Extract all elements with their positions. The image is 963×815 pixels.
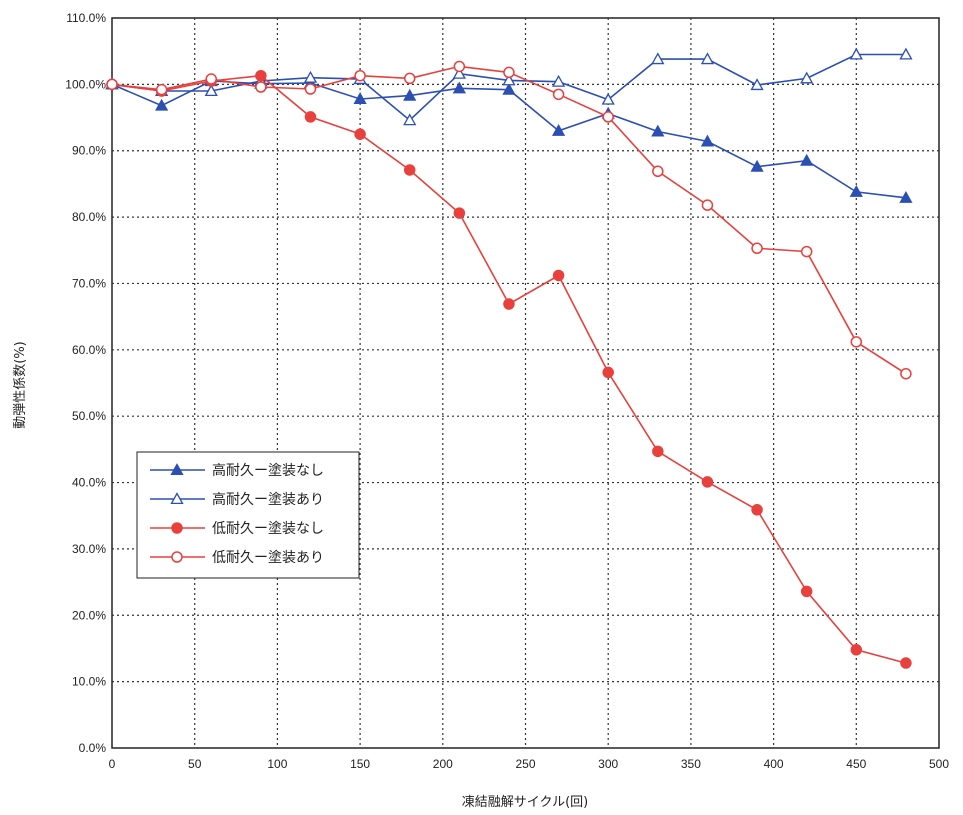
- data-point: [750, 78, 764, 91]
- legend-entry: 高耐久ー塗装あり: [212, 491, 324, 508]
- data-point: [155, 83, 168, 96]
- x-axis-title: 凍結融解サイクル(回): [462, 794, 589, 810]
- data-point: [205, 73, 217, 85]
- data-point: [452, 66, 466, 79]
- y-tick-label: 40.0%: [72, 476, 106, 490]
- data-point: [502, 82, 516, 95]
- data-point: [652, 445, 664, 458]
- legend-marker: [170, 492, 184, 505]
- data-point: [900, 367, 912, 380]
- data-point: [453, 207, 466, 219]
- y-tick-label: 20.0%: [72, 608, 106, 622]
- data-point: [502, 73, 516, 86]
- data-point: [452, 81, 466, 94]
- gridlines: [112, 18, 939, 748]
- x-tick-label: 300: [598, 757, 618, 771]
- x-tick-label: 450: [846, 757, 866, 771]
- legend-marker: [170, 463, 184, 476]
- x-tick-label: 100: [267, 757, 287, 771]
- x-tick-label: 200: [433, 757, 453, 771]
- x-tick-label: 500: [929, 757, 949, 771]
- data-point: [255, 69, 267, 82]
- data-point: [552, 269, 565, 282]
- y-tick-label: 0.0%: [79, 741, 107, 755]
- y-tick-label: 10.0%: [72, 675, 106, 689]
- data-point: [354, 128, 366, 140]
- data-point: [453, 60, 466, 73]
- y-tick-label: 100.0%: [65, 77, 106, 91]
- data-point: [304, 111, 317, 123]
- data-point: [255, 81, 267, 93]
- data-point: [303, 70, 318, 83]
- data-point: [551, 74, 566, 87]
- legend-marker: [171, 522, 183, 534]
- data-point: [651, 124, 665, 137]
- data-point: [800, 245, 813, 258]
- data-point: [899, 191, 913, 203]
- data-point: [900, 657, 912, 669]
- series-4: [106, 60, 912, 380]
- data-point: [403, 113, 417, 126]
- y-tick-label: 30.0%: [72, 542, 106, 556]
- data-point: [800, 153, 814, 166]
- legend-entry: 低耐久ー塗装あり: [212, 549, 324, 566]
- series-layer: [105, 47, 913, 669]
- data-point: [899, 47, 913, 60]
- data-point: [800, 585, 813, 598]
- data-point: [106, 78, 118, 91]
- x-tick-label: 50: [188, 757, 202, 771]
- data-point: [849, 47, 863, 60]
- data-point: [700, 52, 715, 65]
- data-point: [551, 123, 566, 136]
- x-tick-labels: 0 50 100 150 200 250 300 350 400 450 500: [109, 757, 950, 771]
- data-point: [304, 83, 317, 95]
- data-point: [701, 476, 714, 488]
- x-tick-label: 0: [109, 757, 116, 771]
- data-point: [601, 92, 615, 105]
- data-point: [701, 199, 714, 211]
- y-tick-labels: 0.0% 10.0% 20.0% 30.0% 40.0% 50.0% 60.0% 70.0% 8…: [65, 11, 106, 755]
- data-point: [750, 159, 764, 172]
- data-point: [403, 88, 417, 101]
- data-point: [800, 71, 814, 84]
- legend-marker: [171, 551, 183, 563]
- x-tick-label: 250: [515, 757, 535, 771]
- x-tick-label: 350: [681, 757, 701, 771]
- data-point: [403, 164, 416, 176]
- data-point: [602, 366, 614, 379]
- data-point: [353, 92, 367, 105]
- data-point: [503, 66, 515, 79]
- x-tick-label: 400: [764, 757, 784, 771]
- x-tick-label: 150: [350, 757, 370, 771]
- y-tick-label: 90.0%: [72, 144, 106, 158]
- y-tick-label: 70.0%: [72, 276, 106, 290]
- y-tick-label: 80.0%: [72, 210, 106, 224]
- data-point: [850, 336, 863, 348]
- y-axis-title: 動弾性係数(%): [13, 341, 28, 429]
- legend-entry: 低耐久ー塗装なし: [212, 520, 324, 537]
- data-point: [354, 69, 366, 82]
- data-point: [204, 84, 218, 97]
- data-point: [849, 185, 863, 197]
- y-tick-label: 50.0%: [72, 409, 106, 423]
- y-tick-label: 60.0%: [72, 343, 106, 357]
- data-point: [751, 242, 763, 255]
- data-point: [850, 644, 863, 656]
- data-point: [552, 88, 565, 101]
- data-point: [751, 504, 763, 516]
- data-point: [155, 98, 169, 111]
- legend-entry: 高耐久ー塗装なし: [212, 462, 324, 479]
- data-point: [651, 52, 665, 65]
- data-point: [403, 72, 416, 85]
- y-tick-label: 110.0%: [66, 11, 106, 25]
- data-point: [652, 165, 664, 178]
- data-point: [503, 298, 515, 310]
- data-point: [700, 134, 715, 147]
- data-point: [602, 111, 614, 123]
